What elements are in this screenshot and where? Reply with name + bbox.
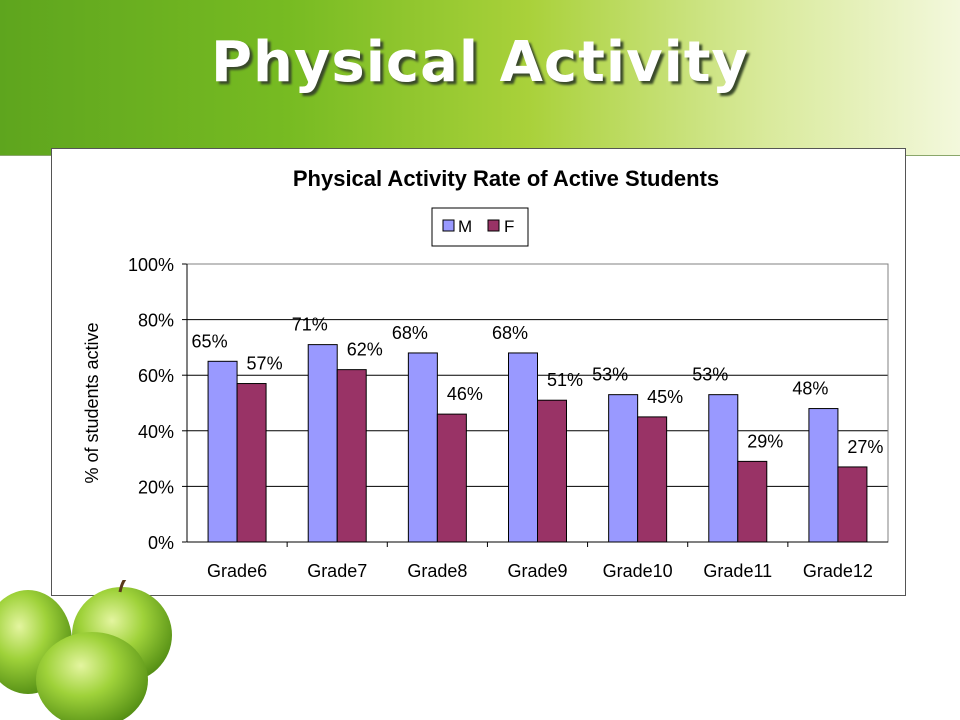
bar-f — [737, 460, 768, 543]
data-label-m: 68% — [492, 323, 528, 343]
bar-f — [436, 413, 467, 543]
legend-label-f: F — [504, 217, 514, 236]
bar-f — [236, 383, 267, 543]
bar-chart: Physical Activity Rate of Active Student… — [82, 166, 889, 581]
bar-f — [336, 369, 367, 543]
x-tick-label: Grade9 — [507, 561, 567, 581]
y-axis-label: % of students active — [82, 322, 102, 483]
header-band — [0, 0, 960, 156]
data-label-f: 29% — [747, 431, 783, 451]
legend-swatch-f — [487, 219, 500, 232]
chart-frame: Physical Activity Rate of Active Student… — [51, 148, 906, 596]
y-tick-label: 0% — [148, 533, 174, 553]
data-label-f: 51% — [547, 370, 583, 390]
x-tick-label: Grade8 — [407, 561, 467, 581]
data-label-m: 53% — [592, 365, 628, 385]
x-tick-label: Grade7 — [307, 561, 367, 581]
green-apples-image — [0, 580, 172, 720]
legend-swatch-m — [442, 219, 455, 232]
bar-m — [708, 394, 739, 543]
bar-m — [207, 360, 238, 543]
y-tick-label: 80% — [138, 311, 174, 331]
bar-m — [307, 344, 338, 543]
bar-m — [608, 394, 639, 543]
apple-stem — [118, 580, 127, 593]
slide-title: Physical Activity — [210, 30, 750, 95]
bar-f — [537, 399, 567, 543]
x-tick-label: Grade11 — [703, 561, 772, 581]
data-label-m: 68% — [392, 323, 428, 343]
bar-m — [407, 352, 438, 543]
apple-front — [36, 632, 148, 720]
data-label-f: 45% — [647, 387, 683, 407]
bar-m — [508, 352, 538, 543]
bar-f — [837, 466, 868, 543]
data-label-m: 48% — [792, 379, 828, 399]
data-label-f: 46% — [447, 384, 483, 404]
legend-label-m: M — [458, 217, 472, 236]
data-label-f: 57% — [247, 354, 283, 374]
data-label-f: 27% — [847, 437, 883, 457]
data-label-m: 71% — [292, 315, 328, 335]
x-tick-label: Grade10 — [603, 561, 673, 581]
data-label-f: 62% — [347, 340, 383, 360]
bar-f — [637, 416, 668, 543]
y-tick-label: 40% — [138, 422, 174, 442]
chart-title: Physical Activity Rate of Active Student… — [293, 166, 719, 191]
data-label-m: 65% — [192, 331, 228, 351]
bar-m — [808, 408, 839, 543]
x-tick-label: Grade6 — [207, 561, 267, 581]
x-tick-label: Grade12 — [803, 561, 873, 581]
data-label-m: 53% — [692, 365, 728, 385]
y-tick-label: 60% — [138, 366, 174, 386]
y-tick-label: 20% — [138, 477, 174, 497]
y-tick-label: 100% — [128, 255, 174, 275]
